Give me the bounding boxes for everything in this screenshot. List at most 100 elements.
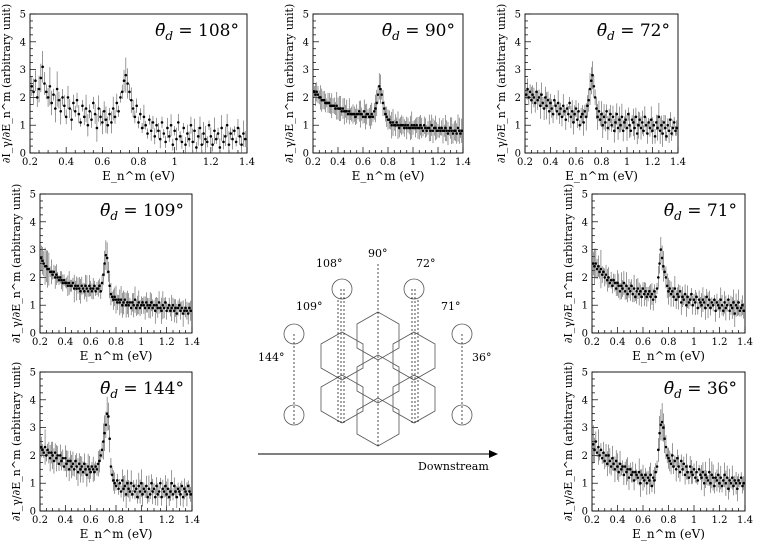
data-point [701,470,705,474]
data-point [119,96,122,99]
data-point [159,481,162,485]
plot-panel-p109: 0.2 0.4 0.6 0.8 1 1.2 1.4 0 1 2 3 4 5 θ̄d = 109° E_n^m… [10,184,200,363]
data-point [436,129,440,133]
panel-title: θ̄d = 72° [597,21,670,43]
data-point [81,470,85,474]
data-point [140,481,143,485]
data-point [705,295,709,299]
data-point [551,112,555,116]
data-point [76,470,80,474]
data-point [93,284,96,288]
data-point [449,126,452,130]
x-tick-label: 0.4 [57,337,73,348]
data-point [135,104,138,108]
data-point [100,448,104,452]
x-axis-label: E_n^m (eV) [632,527,705,541]
y-axis-label: ∂I_γ/∂E_n^m (arbitrary unit) [10,184,23,344]
title-symbol: θ̄ [664,201,674,221]
data-point [128,490,132,493]
data-point [397,126,401,130]
downstream-arrowhead [489,450,498,458]
data-point [655,121,658,124]
data-point [579,115,583,119]
data-point [366,112,370,116]
data-point [224,135,227,138]
data-point [672,465,675,468]
data-point [742,309,746,313]
data-point [66,284,70,288]
data-point [143,490,147,493]
data-point [147,487,151,491]
data-point [99,290,103,293]
data-point [42,262,46,265]
data-point [58,276,62,279]
data-point [567,112,570,116]
hexagon [320,331,364,381]
data-point [631,292,635,296]
data-point [129,306,133,310]
data-point [81,287,85,290]
data-point [738,481,742,485]
data-point [669,462,673,466]
data-point [456,126,460,130]
data-point [131,493,134,496]
data-point [558,112,561,116]
data-point [65,281,68,285]
data-series [312,73,464,146]
data-point [661,132,664,135]
title-subscript: d [392,29,400,43]
data-point [152,303,156,307]
data-point [742,481,746,485]
title-symbol: θ̄ [597,21,607,41]
data-point [614,121,617,124]
data-point [198,126,202,130]
data-point [126,481,129,485]
data-point [377,84,381,88]
data-point [110,473,114,477]
data-point [108,284,111,288]
data-point [569,115,573,119]
data-point [97,107,101,110]
data-point [354,115,357,119]
data-point [102,273,105,276]
data-point [117,110,120,113]
data-point [635,290,638,293]
data-point [225,123,229,127]
x-axis-label: E_n^m (eV) [102,169,175,183]
data-point [124,493,128,496]
data-point [632,479,636,482]
data-point [412,123,416,127]
data-point [211,143,214,146]
x-tick-label: 0.2 [584,337,600,348]
data-point [108,437,111,441]
data-point [141,493,144,496]
data-point [664,276,668,279]
data-point [48,456,52,460]
data-point [233,129,236,133]
data-point [72,468,76,471]
data-point [170,306,174,310]
data-point [140,126,144,130]
data-point [39,256,43,260]
data-point [730,476,734,479]
data-point [176,306,180,310]
data-point [663,437,666,441]
data-point [53,276,57,279]
data-point [410,123,414,127]
y-tick-label: 4 [582,395,588,406]
data-point [711,476,715,479]
data-point [360,112,364,116]
title-value: = 72° [615,21,670,41]
data-point [361,115,365,119]
data-point [121,479,124,482]
data-point [617,470,621,474]
data-point [142,487,146,491]
data-series [39,396,193,509]
data-point [710,473,714,477]
title-subscript: d [607,29,615,43]
data-point [340,110,344,113]
data-point [147,306,151,310]
data-point [598,270,601,274]
data-point [149,129,153,133]
data-point [563,110,566,113]
